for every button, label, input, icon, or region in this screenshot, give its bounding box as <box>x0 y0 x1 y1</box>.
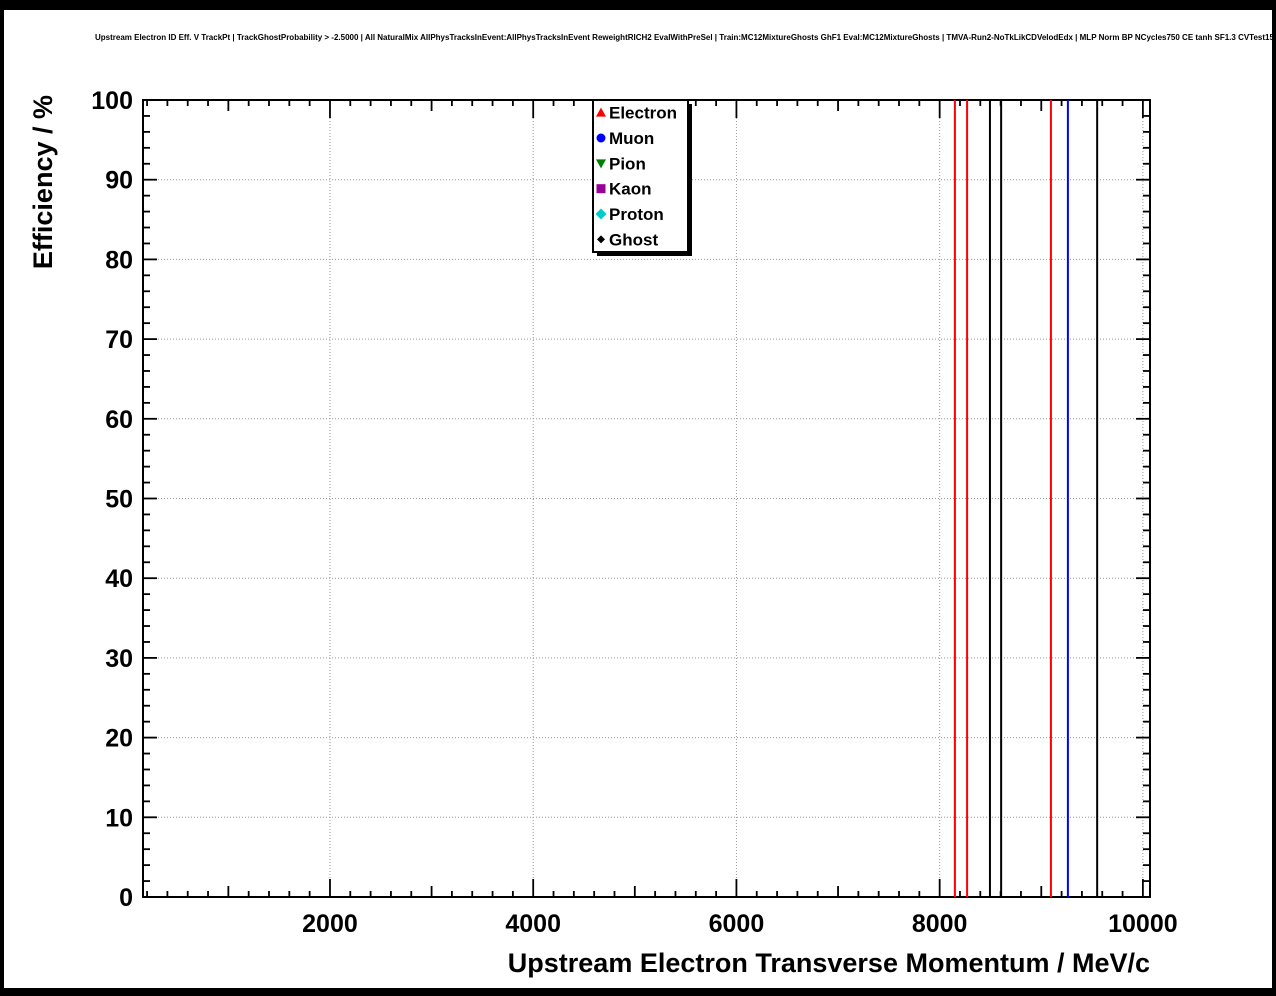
y-tick-labels: 0 10 20 30 40 50 60 70 80 90 100 <box>91 87 133 912</box>
data-error-bars <box>953 100 1099 897</box>
ghost-marker-icon <box>597 235 605 244</box>
legend-entry: Proton <box>595 205 664 224</box>
y-axis-title: Efficiency / % <box>28 95 58 269</box>
x-tick-label: 4000 <box>505 910 561 938</box>
legend-label: Ghost <box>609 230 658 249</box>
y-tick-label: 90 <box>105 167 133 195</box>
y-tick-label: 40 <box>105 565 133 593</box>
legend-entry: Electron <box>596 104 677 123</box>
grid <box>143 100 1150 897</box>
x-tick-label: 2000 <box>302 910 358 938</box>
legend-label: Proton <box>609 205 664 224</box>
x-tick-label: 8000 <box>912 910 968 938</box>
legend-label: Electron <box>609 104 677 123</box>
muon-marker-icon <box>596 133 606 143</box>
x-tick-label: 6000 <box>709 910 765 938</box>
y-tick-label: 60 <box>105 406 133 434</box>
legend-box <box>592 99 689 253</box>
legend-label: Muon <box>609 129 654 148</box>
legend-label: Kaon <box>609 180 652 199</box>
legend-label: Pion <box>609 154 646 173</box>
x-tick-label: 10000 <box>1108 910 1178 938</box>
legend-entry: Ghost <box>597 230 658 249</box>
kaon-marker-icon <box>596 184 606 194</box>
y-tick-label: 10 <box>105 804 133 832</box>
proton-marker-icon <box>595 208 607 220</box>
canvas-border-bottom <box>0 988 1276 996</box>
plot-title: Upstream Electron ID Eff. V TrackPt | Tr… <box>95 33 1276 42</box>
electron-marker-icon <box>596 107 606 117</box>
canvas-border-top <box>0 0 1276 10</box>
y-tick-label: 50 <box>105 486 133 514</box>
y-tick-label: 100 <box>91 87 133 115</box>
legend: Electron Muon Pion Kaon Proton Ghost <box>592 99 692 256</box>
y-tick-label: 0 <box>119 884 133 912</box>
pion-marker-icon <box>596 159 606 169</box>
x-axis-title: Upstream Electron Transverse Momentum / … <box>508 948 1150 978</box>
canvas-border-left <box>0 0 4 996</box>
y-tick-label: 20 <box>105 725 133 753</box>
y-tick-label: 30 <box>105 645 133 673</box>
y-tick-label: 70 <box>105 326 133 354</box>
x-tick-labels: 2000 4000 6000 8000 10000 <box>302 910 1177 938</box>
legend-entry: Pion <box>596 154 646 173</box>
y-tick-label: 80 <box>105 246 133 274</box>
legend-entry: Kaon <box>596 180 652 199</box>
canvas-border-right <box>1272 0 1276 996</box>
legend-entry: Muon <box>596 129 654 148</box>
